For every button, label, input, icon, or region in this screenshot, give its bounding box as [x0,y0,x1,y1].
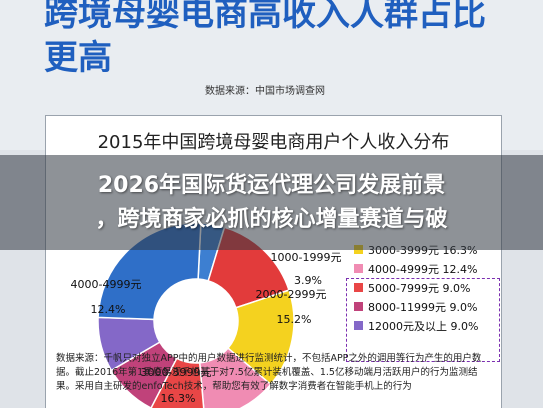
slice-label-0: 1000-1999元 [271,251,342,264]
slice-value-1: 15.2% [277,313,312,326]
slice-label-2: 3000-3999元 [141,366,212,379]
headline-overlay: 2026年国际货运代理公司发展前景 ，跨境商家必抓的核心增量赛道与破 [0,155,543,250]
legend-highlight-box [346,278,500,362]
legend-swatch-2 [354,283,363,292]
chart-footnote: 数据来源：千帆只对独立APP中的用户数据进行监测统计，不包括APP之外的调用等行… [56,353,482,392]
legend-label-4: 12000元及以上 9.0% [368,320,478,333]
overlay-title-line-2: ，跨境商家必抓的核心增量赛道与破 [95,207,448,232]
article-headline: 跨境母婴电商高收入人群占比更高 [44,0,486,78]
overlay-title: 2026年国际货运代理公司发展前景 ，跨境商家必抓的核心增量赛道与破 [0,169,543,237]
legend-swatch-3 [354,302,363,311]
slice-3 [198,347,272,408]
overlay-title-line-1: 2026年国际货运代理公司发展前景 [97,173,446,198]
slice-value-3: 12.4% [91,303,126,316]
legend-label-1: 4000-4999元 12.4% [368,263,477,276]
chart-title: 2015年中国跨境母婴电商用户个人收入分布 [97,132,450,153]
legend-label-3: 8000-11999元 9.0% [368,301,477,314]
slice-value-2: 16.3% [161,392,196,405]
legend-swatch-4 [354,321,363,330]
slice-2 [226,289,295,386]
slice-4 [150,357,205,408]
slice-label-1: 2000-2999元 [256,288,327,301]
legend-swatch-1 [354,264,363,273]
data-source: 数据来源：中国市场调查网 [205,86,325,97]
legend-label-2: 5000-7999元 9.0% [368,282,470,295]
slice-value-0: 3.9% [294,274,322,287]
slice-label-3: 4000-4999元 [71,278,142,291]
